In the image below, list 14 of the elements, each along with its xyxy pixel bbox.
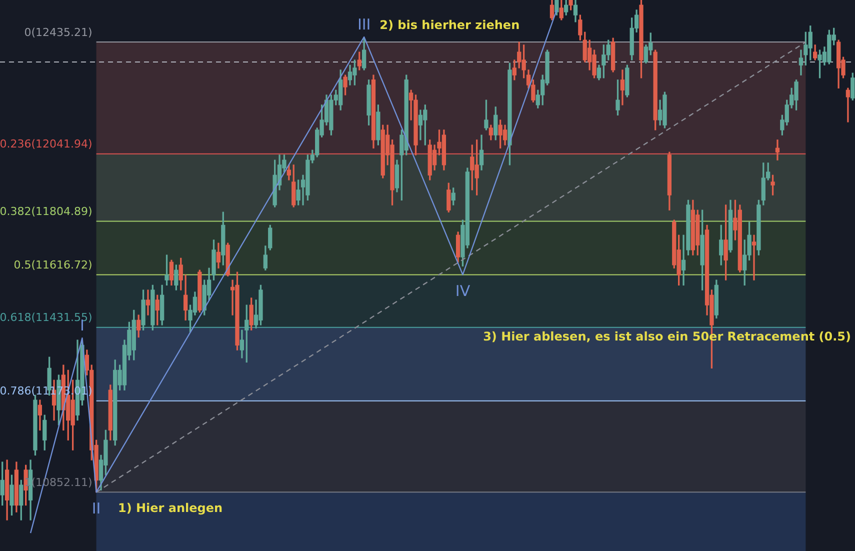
annotation: 1) Hier anlegen (118, 501, 223, 516)
candlestick (146, 290, 150, 316)
data-label: IV (455, 282, 471, 300)
ref-line-label: 0.236(12041.94) (0, 138, 92, 151)
candlestick (775, 140, 780, 160)
ref-line-label: 0.618(11431.55) (0, 311, 92, 324)
ref-line-label: 0(12435.21) (24, 26, 92, 39)
ref-line-label: 0.5(11616.72) (14, 258, 92, 272)
ref-line-label: 0.382(11804.89) (0, 205, 92, 218)
annotation: 2) bis hierher ziehen (380, 18, 520, 32)
candlestick (752, 234, 756, 280)
data-label: II (92, 500, 101, 518)
data-label: III (357, 15, 371, 34)
candlestick (846, 88, 850, 122)
